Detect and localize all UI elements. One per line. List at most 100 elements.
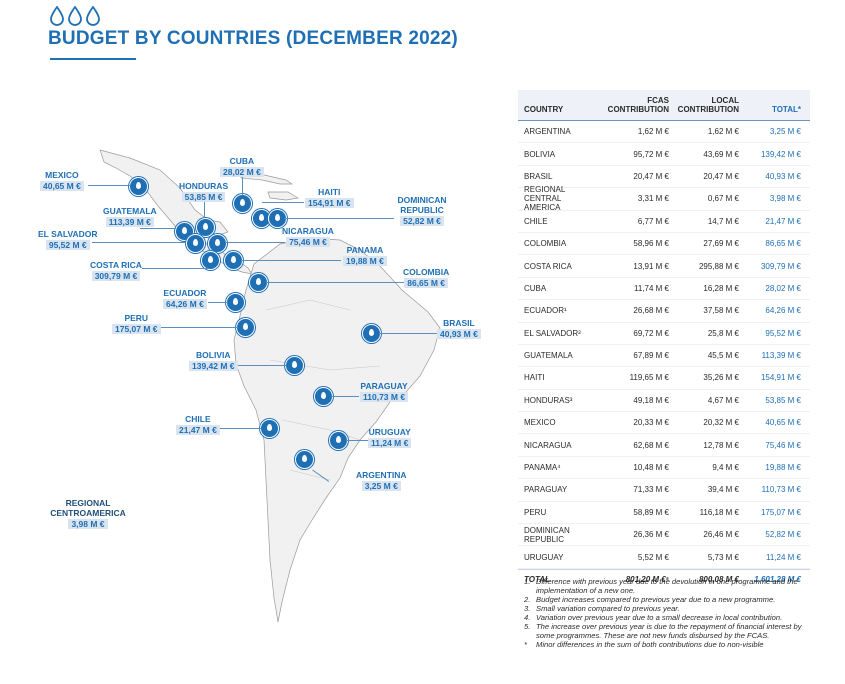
- table-row: REGIONAL CENTRAL AMERICA 3,31 M € 0,67 M €…: [518, 185, 810, 213]
- footnote-item: 1. Difference with previous year due to t…: [524, 577, 812, 595]
- table-row: ARGENTINA 1,62 M € 1,62 M € 3,25 M €: [518, 121, 810, 144]
- ecuador-leader: [208, 302, 228, 303]
- table-row: DOMINICAN REPUBLIC 26,36 M € 26,46 M € 52,8…: [518, 524, 810, 547]
- cell-country: REGIONAL CENTRAL AMERICA: [524, 185, 566, 213]
- cell-country: ARGENTINA: [524, 127, 571, 137]
- cell-total: 28,02 M €: [765, 283, 801, 293]
- total-label: TOTAL: [524, 575, 550, 585]
- cell-total: 21,47 M €: [765, 216, 801, 226]
- costarica-pin[interactable]: [201, 251, 220, 270]
- footnotes: 1. Difference with previous year due to t…: [524, 577, 812, 649]
- header-total: TOTAL*: [771, 105, 801, 114]
- cell-local: 25,8 M €: [707, 328, 739, 338]
- water-drops-icon: [50, 6, 100, 26]
- cell-total: 95,52 M €: [765, 328, 801, 338]
- header-fcas: FCAS CONTRIBUTION: [607, 96, 669, 114]
- footnote-marker: 1.: [524, 577, 531, 586]
- cell-local: 16,28 M €: [703, 283, 739, 293]
- map-label-brasil: BRASIL 40,93 M €: [437, 318, 481, 339]
- map-label-dominican: DOMINICAN REPUBLIC 52,82 M €: [397, 195, 447, 226]
- cell-local: 12,78 M €: [703, 440, 739, 450]
- elsalvador-pin[interactable]: [186, 234, 205, 253]
- mexico-pin[interactable]: [129, 177, 148, 196]
- map-label-costarica: COSTA RICA 309,79 M €: [90, 260, 142, 281]
- footnote-text: Small variation compared to previous yea…: [536, 604, 680, 613]
- nicaragua-pin[interactable]: [208, 234, 227, 253]
- cell-fcas: 119,65 M €: [629, 373, 669, 383]
- cell-fcas: 20,33 M €: [633, 418, 669, 428]
- cell-fcas: 26,68 M €: [633, 306, 669, 316]
- footnote-marker: 4.: [524, 613, 531, 622]
- total-sum: 1.601,28 M €: [754, 575, 801, 585]
- table-row: COSTA RICA 13,91 M € 295,88 M € 309,79 M €: [518, 255, 810, 278]
- map-label-mexico: MEXICO 40,65 M €: [40, 170, 84, 191]
- table-row: HAITI 119,65 M € 35,26 M € 154,91 M €: [518, 367, 810, 390]
- cell-total: 110,73 M €: [761, 485, 801, 495]
- peru-pin[interactable]: [236, 318, 255, 337]
- cell-local: 14,7 M €: [707, 216, 739, 226]
- cell-total: 11,24 M €: [766, 552, 801, 562]
- cuba-pin[interactable]: [233, 194, 252, 213]
- chile-pin[interactable]: [260, 419, 279, 438]
- footnote-item: 2. Budget increases compared to previous …: [524, 595, 812, 604]
- footnote-text: The increase over previous year is due t…: [536, 622, 802, 640]
- cell-local: 9,4 M €: [712, 463, 739, 473]
- cell-country: CHILE: [524, 216, 548, 226]
- cell-country: URUGUAY: [524, 552, 564, 562]
- elsalvador-leader: [92, 242, 186, 243]
- map-label-nicaragua: NICARAGUA 75,46 M €: [282, 226, 334, 247]
- bolivia-pin[interactable]: [285, 356, 304, 375]
- table-row: GUATEMALA 67,89 M € 45,5 M € 113,39 M €: [518, 345, 810, 368]
- cell-country: NICARAGUA: [524, 440, 572, 450]
- cell-total: 52,82 M €: [765, 530, 801, 540]
- argentina-pin[interactable]: [295, 450, 314, 469]
- cell-fcas: 58,96 M €: [633, 239, 669, 249]
- map-label-uruguay: URUGUAY 11,24 M €: [368, 427, 412, 448]
- map-label-regional: REGIONAL CENTROAMERICA 3,98 M €: [50, 498, 126, 529]
- cell-local: 45,5 M €: [707, 351, 739, 361]
- table-row: PERU 58,89 M € 116,18 M € 175,07 M €: [518, 502, 810, 525]
- cell-total: 19,88 M €: [765, 463, 801, 473]
- table-row: CUBA 11,74 M € 16,28 M € 28,02 M €: [518, 278, 810, 301]
- map-label-chile: CHILE 21,47 M €: [176, 414, 220, 435]
- cell-total: 175,07 M €: [760, 507, 801, 517]
- mexico-leader: [88, 185, 130, 186]
- table-row: EL SALVADOR² 69,72 M € 25,8 M € 95,52 M €: [518, 323, 810, 345]
- table-header: COUNTRY FCAS CONTRIBUTION LOCAL CONTRIBU…: [518, 90, 810, 121]
- cell-country: HONDURAS³: [524, 395, 573, 405]
- map-label-argentina: ARGENTINA 3,25 M €: [356, 470, 407, 491]
- map-label-ecuador: ECUADOR 64,26 M €: [163, 288, 207, 309]
- footnote-text: Minor differences in the sum of both con…: [536, 640, 764, 649]
- map-label-guatemala: GUATEMALA 113,39 M €: [103, 206, 157, 227]
- honduras-pin[interactable]: [196, 218, 215, 237]
- cell-total: 3,25 M €: [769, 127, 801, 137]
- chile-leader: [204, 428, 261, 429]
- cell-local: 43,69 M €: [703, 149, 739, 159]
- brasil-pin[interactable]: [362, 324, 381, 343]
- cell-fcas: 62,68 M €: [633, 440, 669, 450]
- cell-local: 20,32 M €: [703, 418, 739, 428]
- cell-country: CUBA: [524, 283, 547, 293]
- cell-local: 1,62 M €: [707, 127, 739, 137]
- total-fcas: 801,20 M €⁵: [625, 575, 669, 585]
- table-row: HONDURAS³ 49,18 M € 4,67 M € 53,85 M €: [518, 390, 810, 413]
- page-title: BUDGET BY COUNTRIES (DECEMBER 2022): [48, 28, 458, 49]
- footnote-item: * Minor differences in the sum of both co…: [524, 640, 812, 649]
- haiti-leader: [262, 202, 304, 203]
- cell-country: PANAMA⁴: [524, 463, 561, 473]
- ecuador-pin[interactable]: [226, 293, 245, 312]
- map-label-bolivia: BOLIVIA 139,42 M €: [189, 350, 238, 371]
- cell-country: EL SALVADOR²: [524, 328, 581, 338]
- cell-fcas: 58,89 M €: [633, 507, 669, 517]
- cell-fcas: 95,72 M €: [633, 149, 669, 159]
- cell-total: 113,39 M €: [761, 351, 801, 361]
- footnote-text: Difference with previous year due to the…: [536, 577, 798, 595]
- peru-leader: [160, 327, 238, 328]
- bolivia-leader: [236, 365, 286, 366]
- cell-local: 27,69 M €: [703, 239, 739, 249]
- cell-local: 116,18 M €: [699, 507, 739, 517]
- footnote-text: Variation over previous year due to a sm…: [536, 613, 783, 622]
- cell-fcas: 11,74 M €: [634, 283, 669, 293]
- cell-country: COLOMBIA: [524, 239, 567, 249]
- cell-local: 5,73 M €: [707, 552, 739, 562]
